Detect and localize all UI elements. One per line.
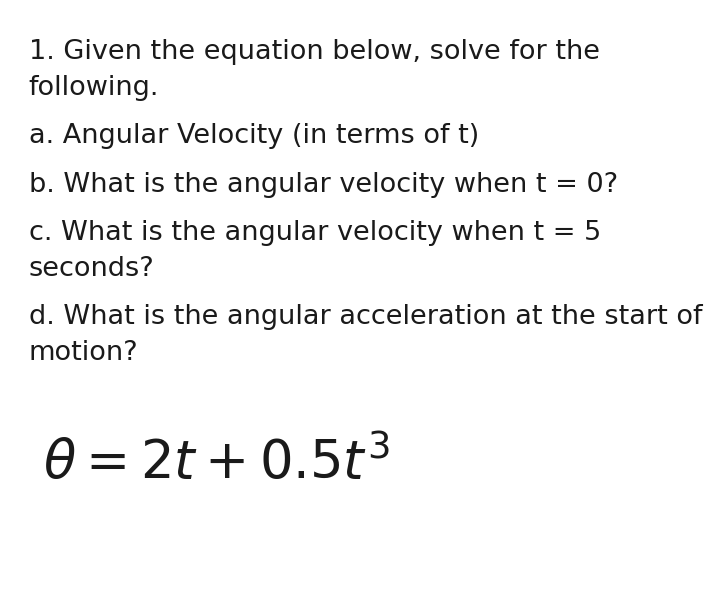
Text: 1. Given the equation below, solve for the: 1. Given the equation below, solve for t…	[29, 39, 600, 65]
Text: seconds?: seconds?	[29, 256, 155, 282]
Text: following.: following.	[29, 75, 159, 101]
Text: $\theta = 2t + 0.5t^3$: $\theta = 2t + 0.5t^3$	[43, 436, 390, 490]
Text: c. What is the angular velocity when t = 5: c. What is the angular velocity when t =…	[29, 220, 601, 246]
Text: a. Angular Velocity (in terms of t): a. Angular Velocity (in terms of t)	[29, 123, 479, 149]
Text: b. What is the angular velocity when t = 0?: b. What is the angular velocity when t =…	[29, 172, 618, 197]
Text: d. What is the angular acceleration at the start of: d. What is the angular acceleration at t…	[29, 304, 702, 330]
Text: motion?: motion?	[29, 340, 138, 366]
